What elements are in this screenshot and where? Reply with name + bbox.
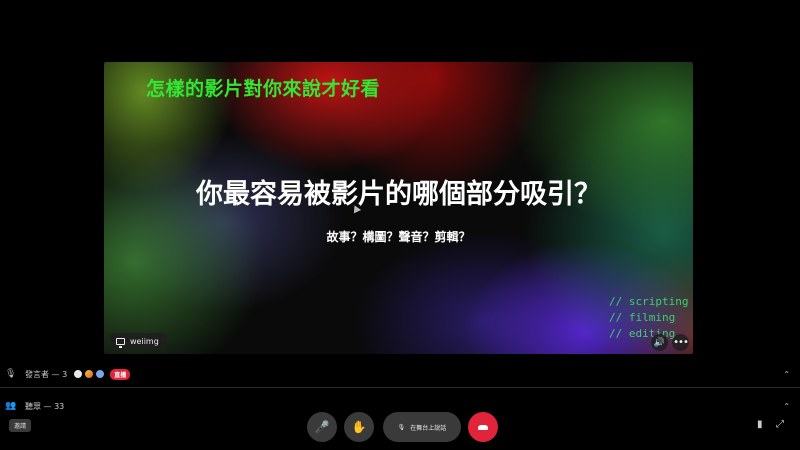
chevron-up-icon[interactable]: ⌃ (783, 369, 790, 379)
mic-muted-icon: 🎤 (314, 420, 330, 434)
divider (0, 387, 800, 388)
request-to-speak-label: 在舞台上說話 (410, 424, 447, 432)
avatar[interactable] (73, 369, 84, 379)
mic-button[interactable]: 🎤 (307, 412, 337, 442)
fullscreen-icon[interactable]: ⤢ (776, 419, 784, 430)
streamer-name: weiimg (130, 337, 159, 346)
leave-call-icon (478, 424, 488, 430)
speak-icon: 🎙 (397, 423, 406, 431)
invite-button[interactable]: 邀請 (9, 419, 32, 432)
stage-video[interactable]: 怎樣的影片對你來說才好看 你最容易被影片的哪個部分吸引？ 故事？構圖？聲音？剪輯… (104, 62, 693, 354)
stage-tag: // filming (609, 311, 676, 324)
speakers-label: 發言者 — 3 (25, 369, 68, 379)
stage-topic: 怎樣的影片對你來說才好看 (146, 78, 381, 100)
people-icon: 👥 (5, 401, 17, 411)
request-to-speak-button[interactable]: 🎙 在舞台上說話 (383, 412, 461, 442)
audience-row[interactable]: 👥 聽眾 — 33 ⌃ (0, 397, 800, 415)
stage-tags: // scripting // filming // editing (609, 294, 688, 342)
raise-hand-icon: ✋ (351, 420, 367, 434)
leave-button[interactable] (468, 412, 498, 442)
audience-label: 聽眾 — 33 (25, 401, 65, 411)
screen-share-icon (116, 338, 125, 348)
more-icon[interactable]: ••• (672, 334, 689, 351)
stage-tag: // scripting (609, 295, 689, 308)
streamer-badge[interactable]: weiimg (110, 333, 167, 350)
live-badge: 直播 (110, 368, 131, 380)
popout-icon[interactable]: ▮ (757, 419, 763, 430)
speakers-row[interactable]: 🎙 發言者 — 3 直播 ⌃ (0, 365, 800, 383)
microphone-icon: 🎙 (5, 369, 17, 379)
stage-title: 你最容易被影片的哪個部分吸引？ (196, 179, 601, 210)
speaker-avatars (73, 369, 106, 379)
chevron-up-icon[interactable]: ⌃ (783, 401, 790, 411)
avatar[interactable] (95, 369, 106, 379)
avatar[interactable] (84, 369, 95, 379)
stage-subtitle: 故事？構圖？聲音？剪輯？ (326, 230, 471, 244)
raise-hand-button[interactable]: ✋ (344, 412, 374, 442)
speaker-icon[interactable]: 🔊 (651, 334, 668, 351)
